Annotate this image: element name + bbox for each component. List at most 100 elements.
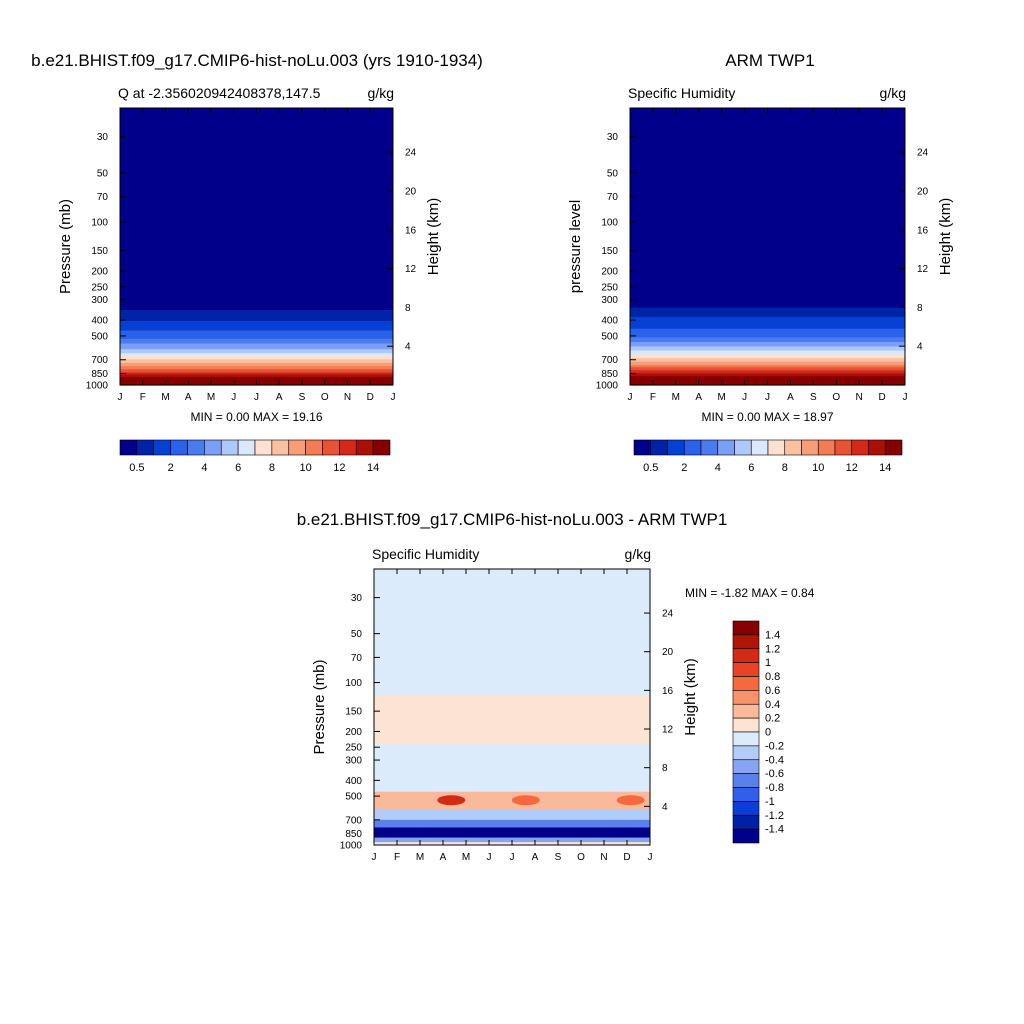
x-tick-label: D	[367, 392, 374, 403]
humidity-band	[630, 335, 905, 338]
x-tick-label: M	[717, 392, 725, 403]
y-tick-label: 50	[97, 168, 109, 179]
humidity-band	[630, 342, 905, 345]
y-tick-label: 30	[97, 132, 109, 143]
y-tick-label: 150	[91, 246, 108, 257]
x-tick-label: F	[650, 392, 656, 403]
humidity-band	[630, 326, 905, 330]
humidity-band	[630, 353, 905, 356]
humidity-band	[120, 363, 393, 366]
humidity-band	[630, 356, 905, 359]
humidity-band	[120, 359, 393, 362]
humidity-band	[120, 361, 393, 364]
humidity-band	[630, 378, 905, 380]
colorbar-box	[732, 676, 760, 691]
x-tick-label: M	[207, 392, 215, 403]
humidity-band	[630, 346, 905, 349]
colorbar-box	[732, 620, 760, 636]
colorbar-label: -0.4	[765, 754, 784, 766]
x-tick-label: S	[810, 392, 817, 403]
min-max-text: MIN = 0.00 MAX = 19.16	[190, 410, 322, 424]
humidity-band	[120, 334, 393, 337]
colorbar-box	[322, 439, 340, 456]
y-tick-label: 250	[345, 743, 362, 754]
difference-band	[374, 819, 650, 829]
colorbar-box	[732, 703, 760, 719]
x-tick-label: A	[276, 392, 283, 403]
x-tick-label: J	[391, 392, 396, 403]
y-right-axis-label: Height (km)	[682, 658, 699, 736]
colorbar-label: 14	[367, 462, 379, 474]
humidity-band	[630, 320, 905, 324]
colorbar-box	[667, 439, 685, 456]
y-tick-label: 700	[345, 815, 362, 826]
x-tick-label: N	[856, 392, 863, 403]
colorbar-box	[288, 439, 306, 456]
humidity-band	[120, 312, 393, 316]
colorbar-label: 0.5	[643, 462, 658, 474]
x-tick-label: D	[623, 852, 630, 863]
humidity-band	[120, 326, 393, 330]
colorbar-box	[784, 439, 802, 456]
humidity-band	[120, 351, 393, 354]
humidity-band	[630, 368, 905, 370]
colorbar-box	[254, 439, 273, 456]
x-tick-label: J	[903, 392, 908, 403]
y-right-tick-label: 20	[405, 187, 417, 198]
y-tick-label: 70	[97, 192, 109, 203]
chart-title: ARM TWP1	[725, 51, 814, 70]
humidity-band	[120, 369, 393, 371]
difference-band	[374, 744, 650, 793]
humidity-band	[630, 354, 905, 357]
humidity-band	[120, 354, 393, 357]
x-tick-label: M	[161, 392, 169, 403]
colorbar-label: 12	[333, 462, 345, 474]
humidity-band	[120, 372, 393, 374]
humidity-band	[120, 377, 393, 379]
y-tick-label: 700	[91, 355, 108, 366]
y-right-tick-label: 4	[662, 802, 668, 813]
colorbar-label: 14	[879, 462, 891, 474]
x-tick-label: S	[299, 392, 306, 403]
colorbar-box	[153, 439, 171, 456]
y-right-axis-label: Height (km)	[937, 198, 954, 276]
y-right-tick-label: 24	[405, 148, 417, 159]
x-tick-label: M	[672, 392, 680, 403]
colorbar-label: 4	[201, 462, 207, 474]
colorbar-label: 12	[846, 462, 858, 474]
humidity-band	[120, 343, 393, 346]
y-tick-label: 200	[601, 267, 618, 278]
colorbar-label: 10	[300, 462, 312, 474]
colorbar-box	[834, 439, 853, 456]
humidity-band	[120, 330, 393, 333]
y-axis-label: Pressure (mb)	[311, 659, 328, 754]
humidity-band	[630, 328, 905, 332]
humidity-band	[120, 337, 393, 340]
colorbar-label: 4	[715, 462, 721, 474]
colorbar-box	[372, 439, 391, 456]
y-right-tick-label: 12	[662, 725, 674, 736]
humidity-band	[630, 361, 905, 364]
chart-subtitle-right: g/kg	[625, 546, 651, 562]
humidity-band	[120, 314, 393, 318]
colorbar-box	[220, 439, 239, 456]
humidity-band	[630, 338, 905, 342]
y-tick-label: 850	[601, 369, 618, 380]
y-right-tick-label: 8	[917, 303, 923, 314]
x-tick-label: S	[555, 852, 562, 863]
humidity-band	[630, 299, 905, 304]
humidity-band	[630, 351, 905, 354]
difference-panel: b.e21.BHIST.f09_g17.CMIP6-hist-noLu.003 …	[297, 510, 815, 863]
humidity-band	[120, 368, 393, 370]
humidity-band	[120, 299, 393, 304]
humidity-band	[120, 370, 393, 372]
colorbar-box	[700, 439, 719, 456]
y-tick-label: 300	[91, 295, 108, 306]
x-tick-label: M	[462, 852, 470, 863]
y-tick-label: 500	[91, 331, 108, 342]
y-tick-label: 500	[345, 792, 362, 803]
humidity-band	[120, 338, 393, 342]
y-right-axis-label: Height (km)	[425, 198, 442, 276]
difference-band	[374, 695, 650, 745]
